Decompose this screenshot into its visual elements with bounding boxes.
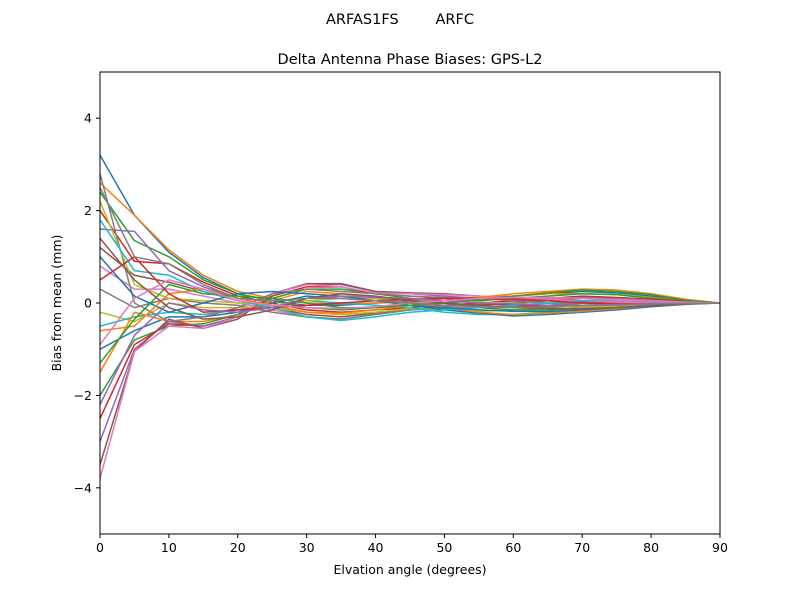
x-tick-label: 40 <box>368 540 384 555</box>
x-tick-label: 80 <box>643 540 659 555</box>
x-tick-label: 10 <box>161 540 177 555</box>
y-tick-label: −2 <box>74 388 92 403</box>
chart-title: Delta Antenna Phase Biases: GPS-L2 <box>278 52 543 68</box>
x-tick-label: 30 <box>299 540 315 555</box>
x-axis-label: Elvation angle (degrees) <box>333 562 486 577</box>
series-line-28 <box>100 187 720 309</box>
series-layer <box>100 154 720 479</box>
y-tick-label: 2 <box>84 203 92 218</box>
y-axis-label: Bias from mean (mm) <box>49 235 64 372</box>
y-axis: −4 −2 0 2 4 <box>74 111 100 495</box>
x-tick-label: 50 <box>436 540 452 555</box>
y-tick-label: 0 <box>84 296 92 311</box>
x-tick-label: 90 <box>712 540 728 555</box>
series-line-23 <box>100 283 720 364</box>
x-tick-label: 60 <box>505 540 521 555</box>
x-tick-label: 20 <box>230 540 246 555</box>
series-line-26 <box>100 237 720 320</box>
series-line-17 <box>100 283 720 479</box>
x-axis: 0 10 20 30 40 50 60 70 80 90 <box>96 534 728 555</box>
y-tick-label: 4 <box>84 111 92 126</box>
y-tick-label: −4 <box>74 480 92 495</box>
x-tick-label: 0 <box>96 540 104 555</box>
figure-suptitle: ARFAS1FS ARFC <box>326 12 474 28</box>
x-tick-label: 70 <box>574 540 590 555</box>
